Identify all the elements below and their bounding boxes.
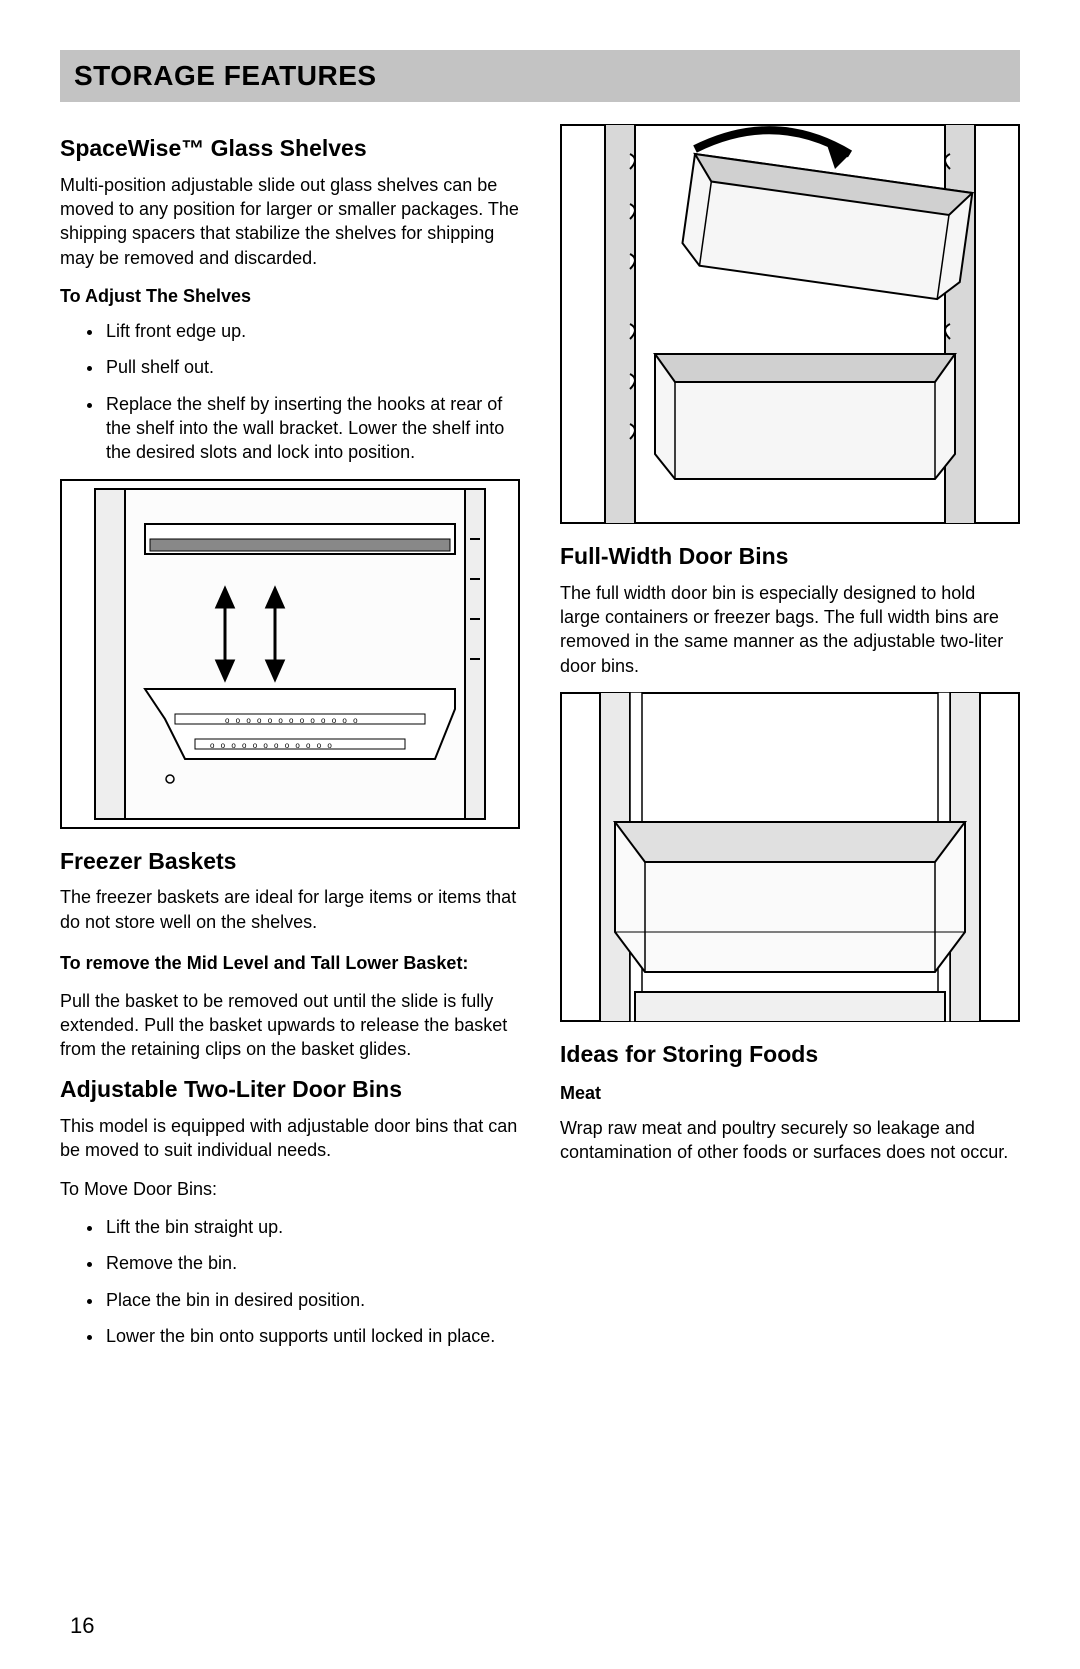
right-column: Full-Width Door Bins The full width door… [560, 120, 1020, 1362]
page-number: 16 [70, 1613, 94, 1639]
shelf-diagram-figure: o o o o o o o o o o o o o o o o o o o o … [60, 479, 520, 829]
fullwidth-diagram-icon [575, 692, 1005, 1022]
list-item: Remove the bin. [104, 1251, 520, 1275]
list-item: Lift the bin straight up. [104, 1215, 520, 1239]
freezer-remove-body: Pull the basket to be removed out until … [60, 989, 520, 1062]
adjust-shelves-list: Lift front edge up. Pull shelf out. Repl… [104, 319, 520, 464]
meat-body: Wrap raw meat and poultry securely so le… [560, 1116, 1020, 1165]
content-columns: SpaceWise™ Glass Shelves Multi-position … [60, 120, 1020, 1362]
doorbins-heading: Adjustable Two-Liter Door Bins [60, 1075, 520, 1104]
section-header-title: STORAGE FEATURES [74, 60, 1006, 92]
shelf-diagram-icon: o o o o o o o o o o o o o o o o o o o o … [75, 479, 505, 829]
twoliter-diagram-figure [560, 124, 1020, 524]
list-item: Lift front edge up. [104, 319, 520, 343]
adjust-shelves-heading: To Adjust The Shelves [60, 284, 520, 309]
spacewise-body: Multi-position adjustable slide out glas… [60, 173, 520, 270]
left-column: SpaceWise™ Glass Shelves Multi-position … [60, 120, 520, 1362]
list-item: Place the bin in desired position. [104, 1288, 520, 1312]
doorbins-steps-list: Lift the bin straight up. Remove the bin… [104, 1215, 520, 1348]
doorbins-body: This model is equipped with adjustable d… [60, 1114, 520, 1163]
list-item: Replace the shelf by inserting the hooks… [104, 392, 520, 465]
svg-text:o o o o o o o o o o o o o: o o o o o o o o o o o o o [225, 716, 360, 725]
fullwidth-body: The full width door bin is especially de… [560, 581, 1020, 678]
fullwidth-diagram-figure [560, 692, 1020, 1022]
list-item: Lower the bin onto supports until locked… [104, 1324, 520, 1348]
freezer-heading: Freezer Baskets [60, 847, 520, 876]
svg-text:o o o o o o o o o o o o: o o o o o o o o o o o o [210, 741, 334, 750]
freezer-body: The freezer baskets are ideal for large … [60, 885, 520, 934]
ideas-heading: Ideas for Storing Foods [560, 1040, 1020, 1069]
section-header-bar: STORAGE FEATURES [60, 50, 1020, 102]
doorbins-move-label: To Move Door Bins: [60, 1177, 520, 1201]
freezer-remove-heading: To remove the Mid Level and Tall Lower B… [60, 948, 520, 979]
spacewise-heading: SpaceWise™ Glass Shelves [60, 134, 520, 163]
list-item: Pull shelf out. [104, 355, 520, 379]
meat-label: Meat [560, 1081, 1020, 1106]
fullwidth-heading: Full-Width Door Bins [560, 542, 1020, 571]
twoliter-diagram-icon [575, 124, 1005, 524]
